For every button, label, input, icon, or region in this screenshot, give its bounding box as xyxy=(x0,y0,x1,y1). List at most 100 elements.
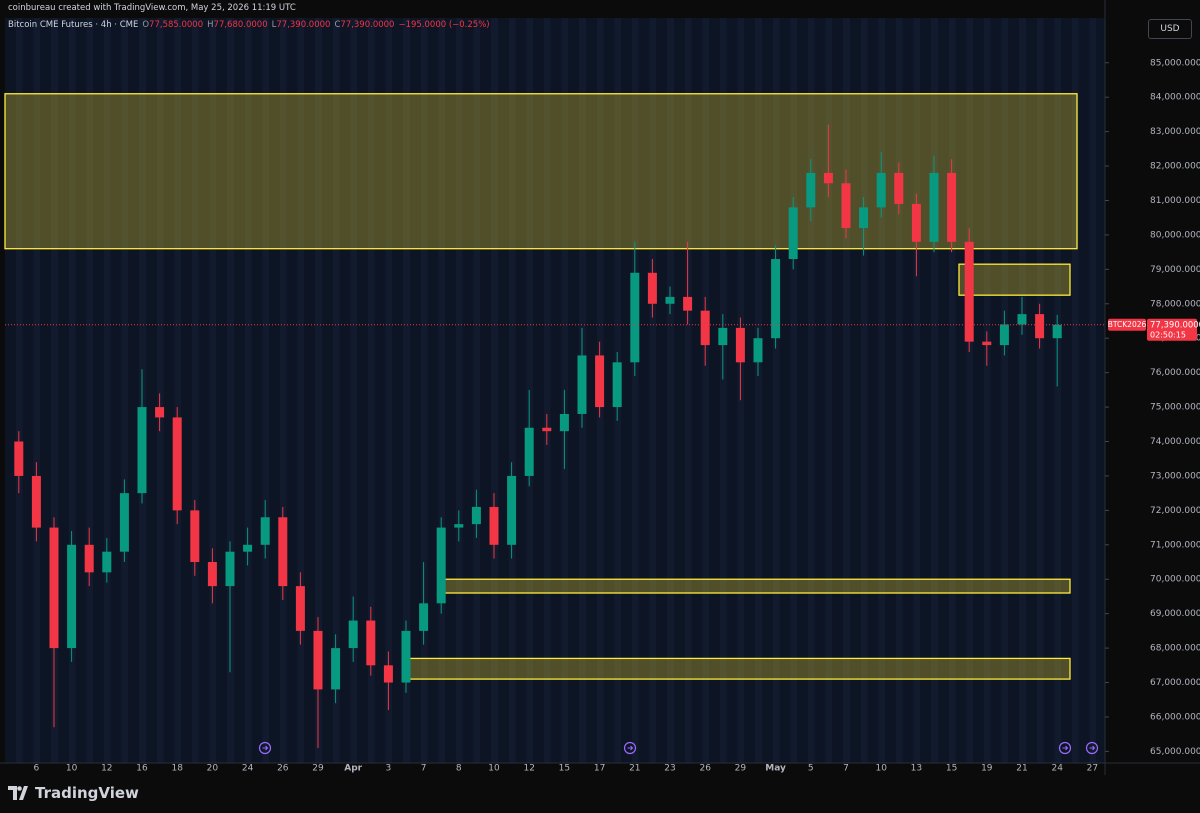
candle-body xyxy=(471,506,481,525)
y-tick-label: 70,000.0000 xyxy=(1150,575,1200,585)
candle-body xyxy=(207,562,217,587)
candle-body xyxy=(225,551,235,587)
candle-body xyxy=(243,544,253,552)
y-tick-label: 69,000.0000 xyxy=(1150,609,1200,619)
candle-body xyxy=(49,527,59,649)
candle-body xyxy=(859,207,869,229)
event-icon-arrow xyxy=(1062,745,1069,751)
x-tick-label: 26 xyxy=(277,764,289,774)
currency-button[interactable]: USD xyxy=(1148,19,1192,39)
y-tick-label: 72,000.0000 xyxy=(1150,506,1200,516)
y-tick-label: 78,000.0000 xyxy=(1150,299,1200,309)
quote-key: L xyxy=(271,20,277,30)
candle-body xyxy=(559,413,569,432)
quote-key: C xyxy=(334,20,341,30)
zone xyxy=(441,578,1071,594)
y-tick-label: 67,000.0000 xyxy=(1150,678,1200,688)
quote-value: 77,390.0000 xyxy=(276,20,331,30)
contract-tag: BTCK2026 xyxy=(1108,320,1147,329)
x-tick-label: 26 xyxy=(699,764,711,774)
candle-body xyxy=(507,475,517,545)
event-icon-arrow xyxy=(1089,745,1096,751)
quote-key: O xyxy=(142,20,150,30)
event-icon xyxy=(1085,741,1099,755)
quote-value: 77,390.0000 xyxy=(340,20,395,30)
x-tick-label: 12 xyxy=(101,764,112,774)
candle-body xyxy=(595,355,605,408)
price-tag: 77,390.0000 xyxy=(1150,320,1200,330)
symbol: Bitcoin CME Futures · 4h · CME xyxy=(8,20,139,30)
candle-body xyxy=(1017,314,1027,325)
legend-line: Bitcoin CME Futures · 4h · CME O77,585.0… xyxy=(8,20,490,30)
x-tick-label: May xyxy=(765,764,786,774)
event-icon-arrow xyxy=(262,745,269,751)
candle-body xyxy=(67,544,77,649)
candle-body xyxy=(1035,314,1045,339)
candle-body xyxy=(436,527,446,604)
x-tick-label: 6 xyxy=(34,764,40,774)
quote-value: 77,585.0000 xyxy=(149,20,204,30)
x-tick-label: 10 xyxy=(488,764,500,774)
candle-body xyxy=(278,517,288,587)
candle-body xyxy=(542,427,552,432)
x-tick-label: Apr xyxy=(344,764,362,774)
y-tick-label: 84,000.0000 xyxy=(1150,93,1200,103)
candle-body xyxy=(331,648,341,690)
candle-body xyxy=(999,324,1009,346)
candle-body xyxy=(911,203,921,242)
candle-body xyxy=(964,241,974,342)
candle-body xyxy=(577,355,587,414)
x-tick-label: 21 xyxy=(629,764,640,774)
session-background xyxy=(5,18,1105,763)
candle-body xyxy=(876,172,886,208)
y-tick-label: 80,000.0000 xyxy=(1150,230,1200,240)
candle-body xyxy=(665,296,675,304)
candle-body xyxy=(735,327,745,363)
candle-body xyxy=(102,551,112,573)
x-tick-label: 8 xyxy=(456,764,462,774)
quote-key: H xyxy=(207,20,214,30)
x-tick-label: 19 xyxy=(981,764,993,774)
candle-body xyxy=(31,475,41,528)
x-tick-label: 24 xyxy=(242,764,254,774)
candle-body xyxy=(753,338,763,363)
y-tick-label: 73,000.0000 xyxy=(1150,471,1200,481)
brand-logo: TradingView xyxy=(8,784,139,802)
x-tick-label: 15 xyxy=(559,764,570,774)
candle-body xyxy=(718,327,728,346)
candle-body xyxy=(401,630,411,683)
y-tick-label: 83,000.0000 xyxy=(1150,127,1200,137)
y-tick-label: 74,000.0000 xyxy=(1150,437,1200,447)
candle-body xyxy=(524,427,534,476)
price-tag-bg xyxy=(1147,318,1197,341)
candle-body xyxy=(348,620,358,649)
quote-item: O77,585.0000 xyxy=(142,20,203,30)
event-icon xyxy=(1058,741,1072,755)
candle-body xyxy=(295,586,305,631)
event-icon-arrow xyxy=(627,745,634,751)
brand: TradingView xyxy=(35,784,139,802)
x-tick-label: 24 xyxy=(1051,764,1063,774)
quote-value: 77,680.0000 xyxy=(213,20,268,30)
candle-body xyxy=(119,493,129,552)
candle-body xyxy=(788,207,798,260)
x-tick-label: 7 xyxy=(421,764,427,774)
zone xyxy=(958,263,1071,296)
candle-body xyxy=(313,630,323,690)
candle-body xyxy=(155,407,165,418)
quote-item: C77,390.0000 xyxy=(334,20,394,30)
y-tick-label: 79,000.0000 xyxy=(1150,265,1200,275)
x-tick-label: 16 xyxy=(136,764,148,774)
x-tick-label: 17 xyxy=(594,764,605,774)
candle-body xyxy=(982,341,992,346)
x-tick-label: 5 xyxy=(808,764,814,774)
x-tick-label: 29 xyxy=(735,764,747,774)
y-tick-label: 66,000.0000 xyxy=(1150,712,1200,722)
y-tick-label: 76,000.0000 xyxy=(1150,368,1200,378)
candle-body xyxy=(612,362,622,408)
quote-item: H77,680.0000 xyxy=(207,20,267,30)
x-tick-label: 12 xyxy=(523,764,534,774)
candle-body xyxy=(383,665,393,683)
candle-body xyxy=(771,259,781,339)
